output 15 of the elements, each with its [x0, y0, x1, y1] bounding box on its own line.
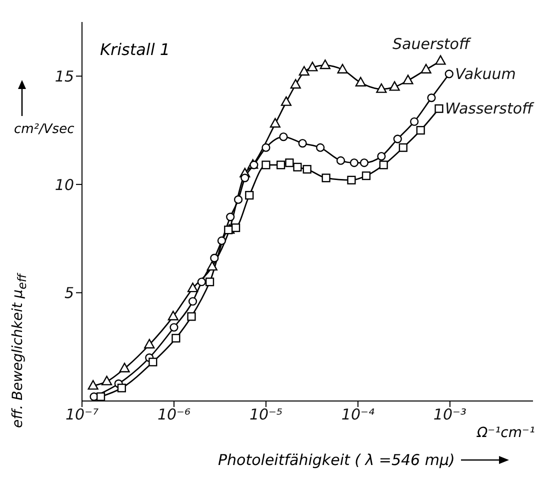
series-label: Sauerstoff [392, 34, 472, 53]
series-label: Vakuum [455, 64, 516, 83]
x-tick-label: 10⁻⁵ [249, 406, 282, 424]
y-tick-label: 5 [64, 284, 74, 302]
x-axis-title: Photoleitfähigkeit ( λ =546 mμ) [218, 451, 455, 469]
x-tick-label: 10⁻⁷ [65, 406, 99, 424]
annotation: Kristall 1 [100, 40, 170, 59]
x-tick-label: 10⁻⁶ [157, 406, 190, 424]
series-label: Wasserstoff [444, 100, 536, 118]
y-tick-label: 10 [54, 176, 74, 194]
x-tick-label: 10⁻⁴ [341, 406, 374, 424]
text: cm²/Vsec [14, 122, 74, 137]
x-tick-label: 10⁻³ [433, 406, 466, 424]
y-tick-label: 15 [54, 67, 74, 86]
text: Ω⁻¹cm⁻¹ [476, 425, 535, 441]
